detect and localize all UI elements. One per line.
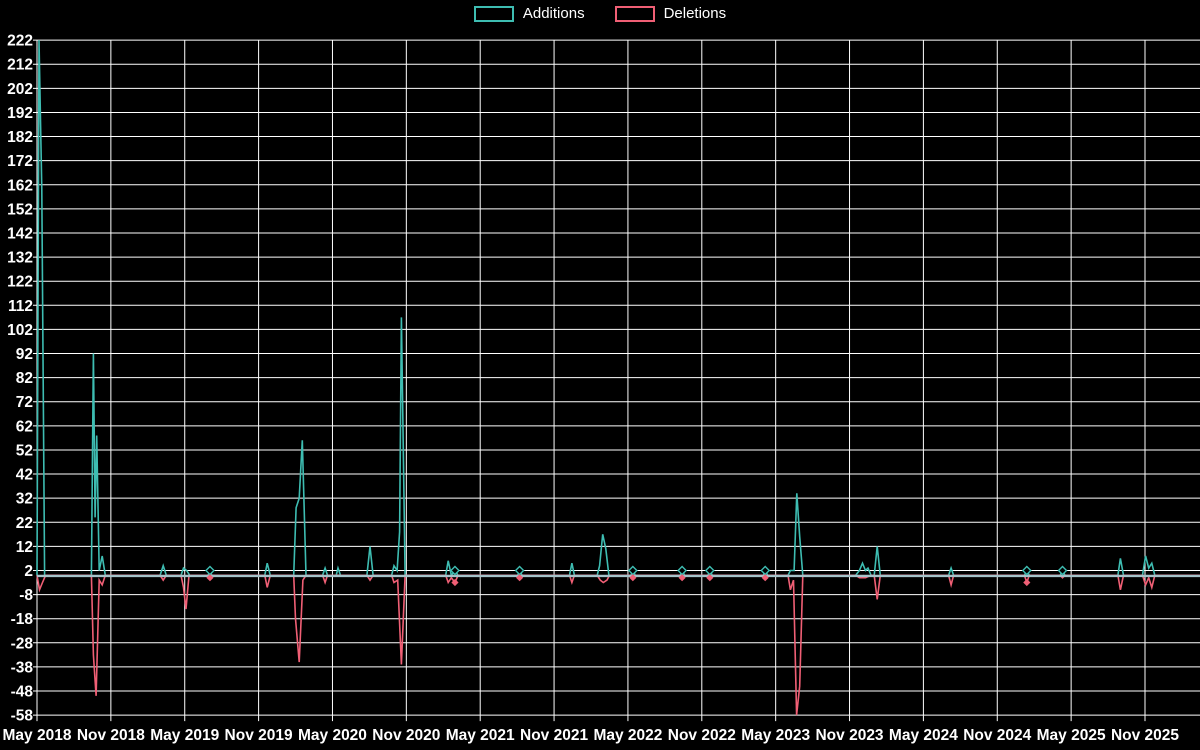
svg-text:Nov 2021: Nov 2021 [520, 727, 588, 744]
chart-legend: Additions Deletions [0, 5, 1200, 23]
svg-text:92: 92 [16, 346, 33, 363]
svg-text:62: 62 [16, 418, 33, 435]
svg-text:72: 72 [16, 394, 33, 411]
svg-text:142: 142 [7, 225, 33, 242]
svg-text:May 2018: May 2018 [3, 727, 72, 744]
svg-text:May 2022: May 2022 [593, 727, 662, 744]
svg-text:12: 12 [16, 539, 33, 556]
svg-text:-28: -28 [11, 635, 34, 652]
legend-label-deletions: Deletions [663, 5, 727, 22]
svg-text:22: 22 [16, 515, 33, 532]
svg-text:162: 162 [7, 177, 33, 194]
svg-text:Nov 2020: Nov 2020 [372, 727, 440, 744]
svg-text:May 2020: May 2020 [298, 727, 367, 744]
svg-text:-18: -18 [11, 611, 34, 628]
svg-text:42: 42 [16, 467, 33, 484]
svg-text:172: 172 [7, 153, 33, 170]
legend-label-additions: Additions [522, 5, 585, 22]
svg-text:102: 102 [7, 322, 33, 339]
x-axis-tick-labels: May 2018 Nov 2018 May 2019 Nov 2019 May 2020… [3, 727, 1180, 744]
svg-text:132: 132 [7, 250, 33, 267]
svg-text:May 2019: May 2019 [150, 727, 219, 744]
svg-text:182: 182 [7, 129, 33, 146]
svg-text:2: 2 [24, 563, 33, 580]
svg-text:May 2024: May 2024 [889, 727, 958, 744]
svg-text:192: 192 [7, 105, 33, 122]
svg-text:Nov 2018: Nov 2018 [77, 727, 145, 744]
svg-text:-48: -48 [11, 684, 34, 701]
svg-text:Nov 2025: Nov 2025 [1111, 727, 1179, 744]
svg-text:212: 212 [7, 57, 33, 74]
svg-text:Nov 2023: Nov 2023 [815, 727, 883, 744]
deletions-swatch-icon [614, 6, 655, 22]
svg-text:122: 122 [7, 274, 33, 291]
svg-text:May 2025: May 2025 [1037, 727, 1106, 744]
svg-text:52: 52 [16, 442, 33, 459]
svg-text:112: 112 [8, 298, 33, 315]
svg-text:-58: -58 [11, 708, 34, 725]
svg-text:May 2021: May 2021 [446, 727, 515, 744]
legend-item-additions[interactable]: Additions [473, 5, 585, 23]
svg-text:152: 152 [7, 201, 33, 218]
legend-item-deletions[interactable]: Deletions [614, 5, 727, 23]
svg-text:Nov 2022: Nov 2022 [668, 727, 736, 744]
point-markers-additions [204, 565, 1068, 576]
svg-text:Nov 2019: Nov 2019 [225, 727, 293, 744]
svg-text:202: 202 [7, 81, 33, 98]
point-markers-deletions [206, 574, 1031, 587]
y-axis-tick-labels: 2222122021921821721621521421321221121029… [7, 33, 33, 725]
series-line-deletions [36, 574, 1200, 716]
svg-text:-38: -38 [11, 659, 34, 676]
series-line-additions [36, 40, 1200, 578]
horizontal-gridlines [33, 39, 1200, 716]
svg-text:Nov 2024: Nov 2024 [963, 727, 1031, 744]
svg-text:-8: -8 [19, 587, 33, 604]
svg-text:May 2023: May 2023 [741, 727, 810, 744]
additions-swatch-icon [473, 6, 514, 22]
svg-text:222: 222 [7, 33, 33, 50]
svg-text:32: 32 [16, 491, 33, 508]
svg-text:82: 82 [16, 370, 33, 387]
